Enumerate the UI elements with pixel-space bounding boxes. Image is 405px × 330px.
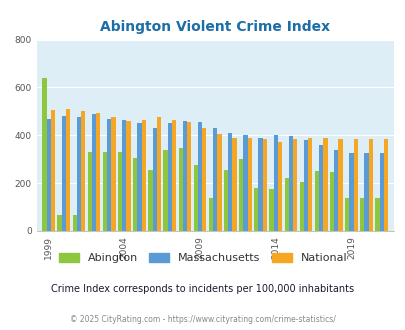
- Bar: [213, 128, 217, 231]
- Legend: Abington, Massachusetts, National: Abington, Massachusetts, National: [54, 248, 351, 267]
- Bar: [232, 138, 236, 231]
- Bar: [338, 139, 342, 231]
- Bar: [368, 139, 372, 231]
- Bar: [307, 138, 311, 231]
- Bar: [254, 188, 258, 231]
- Bar: [96, 113, 100, 231]
- Bar: [288, 137, 292, 231]
- Bar: [344, 197, 348, 231]
- Bar: [228, 133, 232, 231]
- Bar: [353, 139, 357, 231]
- Bar: [193, 165, 197, 231]
- Bar: [133, 158, 137, 231]
- Bar: [247, 138, 251, 231]
- Title: Abington Violent Crime Index: Abington Violent Crime Index: [100, 20, 329, 34]
- Bar: [171, 120, 176, 231]
- Bar: [208, 197, 213, 231]
- Bar: [62, 116, 66, 231]
- Bar: [375, 197, 379, 231]
- Bar: [51, 110, 55, 231]
- Bar: [92, 114, 96, 231]
- Bar: [383, 139, 387, 231]
- Bar: [182, 121, 187, 231]
- Bar: [167, 123, 171, 231]
- Bar: [364, 153, 368, 231]
- Bar: [277, 143, 281, 231]
- Bar: [72, 215, 77, 231]
- Bar: [269, 189, 273, 231]
- Bar: [262, 139, 266, 231]
- Bar: [87, 152, 92, 231]
- Bar: [187, 122, 191, 231]
- Bar: [57, 215, 62, 231]
- Bar: [118, 152, 122, 231]
- Bar: [107, 118, 111, 231]
- Bar: [292, 139, 296, 231]
- Bar: [148, 170, 152, 231]
- Bar: [141, 120, 145, 231]
- Bar: [47, 118, 51, 231]
- Bar: [348, 153, 353, 231]
- Bar: [284, 178, 288, 231]
- Bar: [66, 109, 70, 231]
- Bar: [329, 172, 333, 231]
- Bar: [156, 117, 161, 231]
- Bar: [318, 145, 322, 231]
- Bar: [359, 197, 364, 231]
- Bar: [163, 150, 167, 231]
- Bar: [152, 128, 156, 231]
- Bar: [126, 121, 130, 231]
- Bar: [178, 148, 182, 231]
- Text: Crime Index corresponds to incidents per 100,000 inhabitants: Crime Index corresponds to incidents per…: [51, 284, 354, 294]
- Bar: [81, 112, 85, 231]
- Bar: [102, 152, 107, 231]
- Bar: [322, 138, 327, 231]
- Bar: [239, 159, 243, 231]
- Bar: [224, 170, 228, 231]
- Bar: [258, 138, 262, 231]
- Bar: [111, 117, 115, 231]
- Bar: [137, 123, 141, 231]
- Bar: [243, 135, 247, 231]
- Text: © 2025 CityRating.com - https://www.cityrating.com/crime-statistics/: © 2025 CityRating.com - https://www.city…: [70, 315, 335, 324]
- Bar: [303, 140, 307, 231]
- Bar: [77, 117, 81, 231]
- Bar: [202, 128, 206, 231]
- Bar: [379, 153, 383, 231]
- Bar: [42, 78, 47, 231]
- Bar: [299, 182, 303, 231]
- Bar: [197, 122, 202, 231]
- Bar: [122, 120, 126, 231]
- Bar: [273, 135, 277, 231]
- Bar: [314, 171, 318, 231]
- Bar: [333, 150, 338, 231]
- Bar: [217, 134, 221, 231]
